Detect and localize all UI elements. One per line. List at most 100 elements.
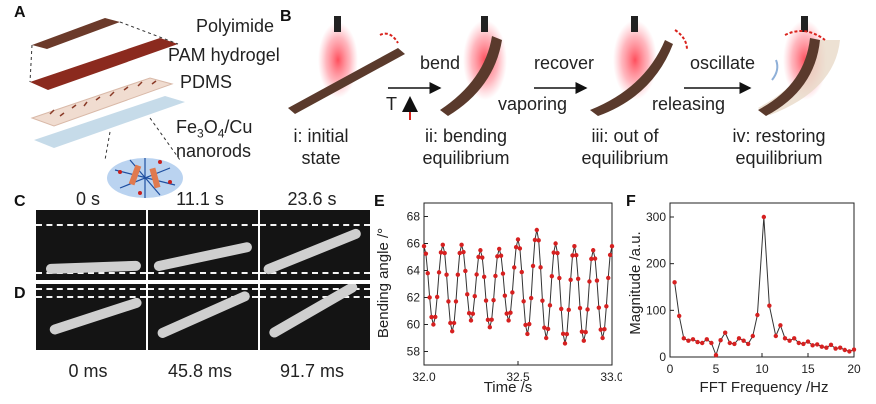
data-point xyxy=(498,253,504,258)
data-point xyxy=(575,276,581,282)
bending-angle-chart: Time /s Bending angle /° 32.0 32.5 33.0 58 6… xyxy=(375,202,622,396)
d-time-1: 45.8 ms xyxy=(167,361,233,381)
x-tick-label: 32.0 xyxy=(412,370,436,384)
x-tick-label: 10 xyxy=(755,362,769,376)
data-point xyxy=(718,338,723,343)
data-point xyxy=(457,250,462,256)
x-tick-label: 33.0 xyxy=(600,370,622,384)
polyimide-layer-shape xyxy=(32,18,120,49)
photo-c-0 xyxy=(36,210,146,280)
data-point xyxy=(583,329,588,335)
data-point xyxy=(431,322,436,327)
y-tick-label: 66 xyxy=(407,237,421,251)
data-point xyxy=(500,271,506,276)
panel-label-f: F xyxy=(626,193,636,210)
data-point xyxy=(451,320,457,326)
data-point xyxy=(487,325,492,330)
data-point xyxy=(542,325,547,330)
data-point xyxy=(448,320,453,326)
data-point xyxy=(847,349,852,354)
data-point xyxy=(750,333,755,339)
data-point xyxy=(491,297,496,303)
c-time-2: 23.6 s xyxy=(287,189,337,209)
data-point xyxy=(589,256,594,262)
data-point xyxy=(695,339,700,345)
data-point xyxy=(528,295,534,301)
data-point xyxy=(510,290,515,295)
y-tick-label: 300 xyxy=(646,210,666,224)
label-oscillate: oscillate xyxy=(690,53,756,73)
data-point xyxy=(536,238,541,243)
data-point xyxy=(570,253,575,258)
data-point xyxy=(557,275,562,281)
data-point xyxy=(746,341,751,347)
data-point xyxy=(677,313,682,319)
pdms-layer-shape xyxy=(34,96,185,148)
label-recover: recover xyxy=(534,53,595,73)
photo-c-1 xyxy=(148,210,258,280)
data-point xyxy=(440,242,445,248)
photo-d-1 xyxy=(148,284,258,350)
state-ii-caption: ii: bending equilibrium xyxy=(422,126,510,168)
state-iv-caption: iv: restoring equilibrium xyxy=(732,126,826,168)
data-point xyxy=(553,241,558,246)
data-point xyxy=(474,272,479,277)
data-point xyxy=(810,343,815,348)
panel-label-e: E xyxy=(374,193,385,210)
data-point xyxy=(704,337,709,342)
data-point xyxy=(709,340,714,346)
data-point xyxy=(508,310,513,315)
data-point xyxy=(444,272,449,277)
data-point xyxy=(723,330,728,335)
data-point xyxy=(470,311,476,316)
photo-d-0 xyxy=(36,284,146,350)
data-point xyxy=(504,311,509,316)
data-point xyxy=(534,227,539,233)
y-tick-label: 100 xyxy=(646,303,666,317)
data-point xyxy=(545,326,551,332)
data-point xyxy=(587,279,592,284)
data-point xyxy=(461,249,466,255)
data-point xyxy=(828,342,834,348)
data-point xyxy=(568,277,573,282)
data-point xyxy=(544,335,549,341)
data-point xyxy=(581,338,586,343)
data-point xyxy=(521,299,526,304)
layer-label-pdms: PDMS xyxy=(180,72,233,92)
state-iii-shape xyxy=(590,16,688,116)
data-point xyxy=(585,307,590,312)
data-point xyxy=(429,314,434,320)
data-point xyxy=(538,265,543,270)
data-point xyxy=(468,318,474,323)
data-point xyxy=(579,329,585,334)
data-point xyxy=(773,333,778,339)
data-point xyxy=(559,306,564,312)
data-point xyxy=(530,263,536,269)
data-point xyxy=(476,254,481,260)
data-point xyxy=(423,251,429,256)
data-point xyxy=(489,317,494,322)
data-point xyxy=(527,321,532,327)
label-t: T xyxy=(386,94,397,114)
data-point xyxy=(472,293,477,299)
c-time-0: 0 s xyxy=(75,189,101,209)
data-point xyxy=(796,340,801,346)
data-point xyxy=(425,271,430,276)
data-point xyxy=(427,295,432,300)
label-releasing: releasing xyxy=(652,94,726,114)
y-tick-label: 62 xyxy=(407,291,421,305)
label-bend: bend xyxy=(420,53,461,73)
data-point xyxy=(838,345,843,350)
data-point xyxy=(851,347,857,352)
y-tick-label: 60 xyxy=(407,318,421,332)
panel-label-b: B xyxy=(280,8,292,25)
data-point xyxy=(566,307,571,313)
data-point xyxy=(594,278,600,283)
data-point xyxy=(433,314,438,320)
data-point xyxy=(596,305,602,310)
data-point xyxy=(532,237,538,243)
y-tick-label: 58 xyxy=(407,345,421,359)
data-point xyxy=(438,250,444,255)
data-point xyxy=(480,255,485,260)
panel-label-a: A xyxy=(14,4,26,21)
